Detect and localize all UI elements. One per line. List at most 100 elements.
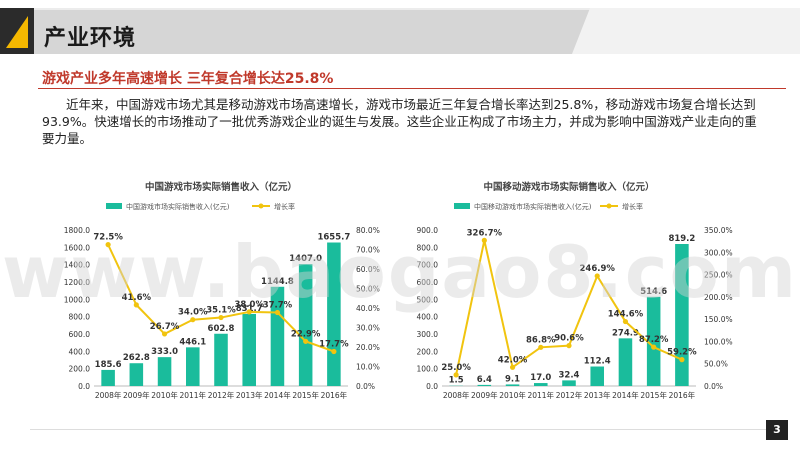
x-tick-label: 2009年 bbox=[471, 390, 498, 400]
y-left-tick-label: 500.0 bbox=[417, 295, 439, 304]
bar-value-label: 1144.8 bbox=[261, 277, 294, 287]
bar bbox=[675, 244, 689, 386]
legend-bar-swatch bbox=[106, 203, 122, 209]
y-right-tick-label: 100.0% bbox=[704, 337, 733, 346]
bar-value-label: 185.6 bbox=[95, 360, 122, 370]
chart-mobile-game-market: 中国移动游戏市场实际销售收入（亿元） 中国移动游戏市场实际销售收入(亿元) 增长率 0… bbox=[404, 170, 750, 414]
x-tick-label: 2014年 bbox=[612, 390, 639, 400]
growth-rate-label: 87.2% bbox=[639, 335, 669, 345]
bar bbox=[477, 384, 492, 386]
y-left-tick-label: 400.0 bbox=[69, 347, 91, 356]
x-tick-label: 2014年 bbox=[264, 390, 291, 400]
y-right-tick-label: 80.0% bbox=[356, 226, 380, 235]
bar bbox=[298, 264, 313, 386]
growth-rate-point bbox=[651, 344, 657, 350]
bar-value-label: 514.6 bbox=[640, 287, 667, 297]
y-left-tick-label: 600.0 bbox=[69, 330, 91, 339]
legend-bar-swatch bbox=[454, 203, 470, 209]
y-left-tick-label: 100.0 bbox=[417, 365, 439, 374]
bar bbox=[562, 380, 576, 386]
x-tick-label: 2008年 bbox=[443, 390, 470, 400]
x-tick-label: 2008年 bbox=[95, 390, 122, 400]
y-right-tick-label: 250.0% bbox=[704, 271, 733, 280]
y-right-tick-label: 10.0% bbox=[356, 363, 380, 372]
growth-rate-point bbox=[303, 338, 309, 344]
bar-value-label: 1655.7 bbox=[317, 233, 350, 243]
growth-rate-point bbox=[538, 344, 544, 350]
growth-rate-label: 37.7% bbox=[263, 300, 293, 310]
growth-rate-point bbox=[566, 343, 572, 349]
y-right-tick-label: 60.0% bbox=[356, 265, 380, 274]
y-left-tick-label: 200.0 bbox=[69, 365, 91, 374]
x-tick-label: 2013年 bbox=[236, 390, 263, 400]
bar bbox=[534, 383, 548, 386]
bar-value-label: 17.0 bbox=[530, 373, 551, 383]
growth-rate-label: 26.7% bbox=[150, 322, 180, 332]
growth-rate-label: 90.6% bbox=[554, 334, 584, 344]
growth-rate-point bbox=[594, 273, 600, 279]
y-left-tick-label: 1400.0 bbox=[64, 261, 90, 270]
growth-rate-label: 72.5% bbox=[93, 233, 123, 243]
growth-rate-point bbox=[161, 331, 168, 337]
growth-rate-point bbox=[481, 237, 487, 243]
x-tick-label: 2015年 bbox=[640, 390, 667, 400]
y-right-tick-label: 70.0% bbox=[356, 246, 380, 255]
x-tick-label: 2010年 bbox=[151, 390, 178, 400]
x-tick-label: 2010年 bbox=[499, 390, 526, 400]
x-tick-label: 2011年 bbox=[179, 390, 206, 400]
growth-rate-label: 246.9% bbox=[580, 264, 616, 274]
growth-rate-label: 22.9% bbox=[291, 329, 321, 339]
growth-rate-label: 34.0% bbox=[178, 308, 208, 318]
bar bbox=[214, 333, 228, 386]
bar-value-label: 274.9 bbox=[612, 328, 639, 338]
divider bbox=[38, 88, 786, 89]
y-right-tick-label: 0.0% bbox=[356, 382, 375, 391]
x-tick-label: 2013年 bbox=[584, 390, 611, 400]
header-background bbox=[0, 8, 800, 54]
bar-value-label: 6.4 bbox=[477, 375, 492, 385]
bar bbox=[242, 313, 256, 386]
y-left-tick-label: 1800.0 bbox=[64, 226, 90, 235]
growth-rate-point bbox=[218, 314, 224, 321]
x-tick-label: 2012年 bbox=[208, 390, 235, 400]
growth-rate-point bbox=[453, 372, 459, 378]
bar bbox=[618, 338, 633, 386]
y-right-tick-label: 40.0% bbox=[356, 304, 380, 313]
y-right-tick-label: 300.0% bbox=[704, 248, 733, 257]
y-left-tick-label: 200.0 bbox=[417, 347, 439, 356]
growth-rate-label: 17.7% bbox=[319, 339, 349, 349]
bar bbox=[590, 366, 604, 386]
bar bbox=[157, 357, 172, 386]
growth-rate-point bbox=[331, 348, 337, 355]
chart-game-market-svg: 中国游戏市场实际销售收入（亿元） 中国游戏市场实际销售收入(亿元) 增长率 0.0 20… bbox=[64, 181, 380, 400]
y-right-tick-label: 150.0% bbox=[704, 315, 733, 324]
growth-rate-point bbox=[105, 242, 111, 248]
y-left-tick-label: 600.0 bbox=[417, 278, 439, 287]
x-tick-label: 2012年 bbox=[556, 390, 583, 400]
growth-rate-point bbox=[622, 318, 629, 325]
section-paragraph: 近年来，中国游戏市场尤其是移动游戏市场高速增长，游戏市场最近三年复合增长率达到2… bbox=[42, 97, 757, 146]
bar-value-label: 1.5 bbox=[449, 376, 464, 386]
legend-line-label: 增长率 bbox=[274, 202, 295, 211]
header-triangle-icon bbox=[6, 16, 28, 48]
y-left-tick-label: 800.0 bbox=[417, 243, 439, 252]
legend-line-marker bbox=[606, 203, 612, 209]
y-right-tick-label: 50.0% bbox=[704, 360, 728, 369]
x-tick-label: 2011年 bbox=[527, 390, 554, 400]
bar-value-label: 9.1 bbox=[505, 374, 520, 384]
header-bar: 产业环境 bbox=[0, 8, 800, 54]
x-tick-label: 2016年 bbox=[669, 390, 696, 400]
x-tick-label: 2015年 bbox=[292, 390, 319, 400]
growth-rate-label: 59.2% bbox=[667, 348, 697, 358]
y-left-tick-label: 800.0 bbox=[69, 313, 91, 322]
chart-title: 中国游戏市场实际销售收入（亿元） bbox=[145, 181, 297, 193]
bar bbox=[327, 242, 341, 386]
growth-rate-point bbox=[509, 364, 516, 370]
y-left-tick-label: 1000.0 bbox=[64, 295, 90, 304]
y-right-tick-label: 200.0% bbox=[704, 293, 733, 302]
growth-rate-label: 144.6% bbox=[608, 310, 644, 320]
bar bbox=[129, 363, 144, 386]
chart-game-market: 中国游戏市场实际销售收入（亿元） 中国游戏市场实际销售收入(亿元) 增长率 0.0 20… bbox=[56, 170, 402, 414]
growth-rate-label: 35.1% bbox=[206, 306, 236, 316]
bar bbox=[101, 369, 115, 386]
